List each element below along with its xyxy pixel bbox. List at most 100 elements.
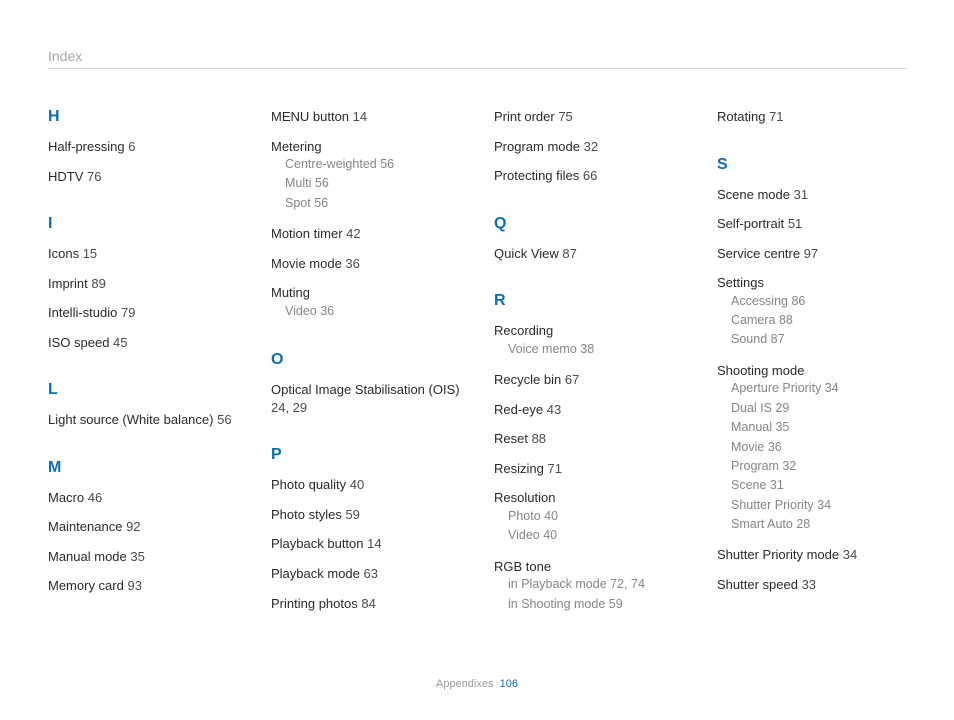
index-entry: Print order 75 — [494, 108, 695, 126]
entry-pages: 32 — [580, 139, 598, 154]
entry-text: Muting — [271, 285, 310, 300]
entry-text: Maintenance — [48, 519, 122, 534]
footer-page-number: 106 — [500, 678, 518, 690]
entry-pages: 36 — [342, 256, 360, 271]
subentry-text: Movie — [731, 440, 764, 454]
entry-text: ISO speed — [48, 335, 109, 350]
subentry-text: Centre-weighted — [285, 157, 377, 171]
entry-text: Red-eye — [494, 402, 543, 417]
entry-pages: 75 — [555, 109, 573, 124]
index-entry: Photo styles 59 — [271, 506, 472, 524]
index-subentry: Multi 56 — [285, 174, 472, 193]
entry-pages: 59 — [342, 507, 360, 522]
index-subentry: Voice memo 38 — [508, 340, 695, 359]
subentry-text: Voice memo — [508, 342, 577, 356]
subentry-text: Sound — [731, 332, 767, 346]
index-entry: Printing photos 84 — [271, 595, 472, 613]
entry-text: Recording — [494, 323, 553, 338]
footer-label: Appendixes — [436, 678, 494, 690]
entry-text: Shutter speed — [717, 577, 798, 592]
index-entry: Intelli-studio 79 — [48, 304, 249, 322]
subentry-text: Video — [508, 528, 540, 542]
entry-pages: 71 — [544, 461, 562, 476]
entry-text: Protecting files — [494, 168, 579, 183]
index-entry: Playback button 14 — [271, 535, 472, 553]
index-entry: Playback mode 63 — [271, 565, 472, 583]
page-footer: Appendixes 106 — [0, 678, 954, 690]
index-entry: Manual mode 35 — [48, 548, 249, 566]
entry-pages: 43 — [543, 402, 561, 417]
entry-text: Photo quality — [271, 477, 346, 492]
subentry-pages: 72, 74 — [607, 577, 645, 591]
subentry-pages: 38 — [577, 342, 594, 356]
entry-pages: 6 — [125, 139, 136, 154]
index-entry: Recycle bin 67 — [494, 371, 695, 389]
index-subentry: Photo 40 — [508, 507, 695, 526]
entry-pages: 93 — [124, 578, 142, 593]
index-subentry: Shutter Priority 34 — [731, 496, 918, 515]
index-entry: Protecting files 66 — [494, 167, 695, 185]
entry-text: Resizing — [494, 461, 544, 476]
index-column: Print order 75Program mode 32Protecting … — [494, 108, 695, 626]
index-entry: Quick View 87 — [494, 245, 695, 263]
index-entry: HDTV 76 — [48, 168, 249, 186]
subentry-pages: 88 — [775, 313, 792, 327]
index-column: Rotating 71SScene mode 31Self-portrait 5… — [717, 108, 918, 626]
index-subentry: Smart Auto 28 — [731, 515, 918, 534]
entry-text: Self-portrait — [717, 216, 784, 231]
index-subentry: Video 40 — [508, 526, 695, 545]
index-subentry: in Playback mode 72, 74 — [508, 575, 695, 594]
entry-pages: 15 — [79, 246, 97, 261]
entry-pages: 88 — [528, 431, 546, 446]
index-subentry: Movie 36 — [731, 438, 918, 457]
index-entry: Scene mode 31 — [717, 186, 918, 204]
index-column: HHalf-pressing 6HDTV 76IIcons 15Imprint … — [48, 108, 249, 626]
entry-text: HDTV — [48, 169, 83, 184]
entry-text: Icons — [48, 246, 79, 261]
index-entry: Shutter Priority mode 34 — [717, 546, 918, 564]
entry-text: Motion timer — [271, 226, 343, 241]
subentry-pages: 36 — [764, 440, 781, 454]
index-subentry: Aperture Priority 34 — [731, 379, 918, 398]
index-entry: Shooting modeAperture Priority 34Dual IS… — [717, 362, 918, 535]
subentry-pages: 34 — [821, 381, 838, 395]
index-entry: Half-pressing 6 — [48, 138, 249, 156]
entry-text: Memory card — [48, 578, 124, 593]
entry-pages: 97 — [800, 246, 818, 261]
index-entry: Memory card 93 — [48, 577, 249, 595]
subentry-text: Camera — [731, 313, 775, 327]
subentry-text: Smart Auto — [731, 517, 793, 531]
index-subentry: in Shooting mode 59 — [508, 595, 695, 614]
subentry-pages: 35 — [772, 420, 789, 434]
entry-pages: 63 — [360, 566, 378, 581]
section-letter: R — [494, 292, 695, 310]
entry-text: Resolution — [494, 490, 555, 505]
index-entry: Macro 46 — [48, 489, 249, 507]
section-letter: O — [271, 351, 472, 369]
entry-text: Photo styles — [271, 507, 342, 522]
entry-pages: 34 — [839, 547, 857, 562]
entry-pages: 51 — [784, 216, 802, 231]
entry-text: Manual mode — [48, 549, 127, 564]
subentry-pages: 59 — [605, 597, 622, 611]
index-subentry: Sound 87 — [731, 330, 918, 349]
index-entry: Icons 15 — [48, 245, 249, 263]
entry-text: Scene mode — [717, 187, 790, 202]
entry-text: Movie mode — [271, 256, 342, 271]
subentry-text: Photo — [508, 509, 541, 523]
index-entry: Service centre 97 — [717, 245, 918, 263]
entry-text: Print order — [494, 109, 555, 124]
subentry-pages: 28 — [793, 517, 810, 531]
entry-pages: 66 — [579, 168, 597, 183]
entry-text: Program mode — [494, 139, 580, 154]
entry-pages: 84 — [358, 596, 376, 611]
index-entry: SettingsAccessing 86Camera 88Sound 87 — [717, 274, 918, 350]
index-entry: Recording Voice memo 38 — [494, 322, 695, 359]
entry-pages: 92 — [122, 519, 140, 534]
subentry-pages: 36 — [317, 304, 334, 318]
entry-text: Playback button — [271, 536, 364, 551]
entry-pages: 24, 29 — [271, 400, 307, 415]
index-entry: MutingVideo 36 — [271, 284, 472, 321]
entry-pages: 79 — [117, 305, 135, 320]
entry-text: Macro — [48, 490, 84, 505]
